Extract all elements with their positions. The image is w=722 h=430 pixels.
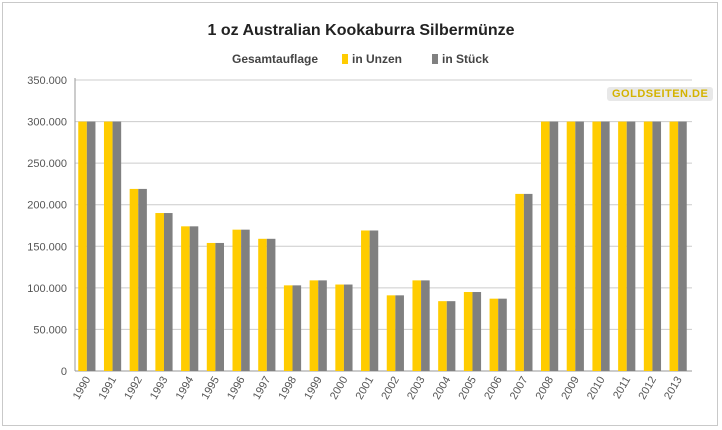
bar-unzen[interactable] [438,301,447,371]
bar-stueck[interactable] [241,229,250,371]
y-tick-label: 150.000 [27,241,67,253]
x-tick-label: 1995 [199,375,222,402]
bar-unzen[interactable] [103,121,113,371]
bar-stueck[interactable] [575,121,584,371]
bar-stueck[interactable] [292,285,302,371]
bar-unzen[interactable] [155,213,164,371]
bar-stueck[interactable] [138,188,147,371]
bar-stueck[interactable] [86,121,96,371]
bar-stueck[interactable] [215,242,224,371]
legend-label-stueck: in Stück [442,52,489,66]
x-tick-label: 2011 [611,375,633,401]
bar-unzen[interactable] [643,121,653,371]
x-tick-label: 2009 [559,375,582,402]
bar-unzen[interactable] [232,229,242,371]
x-tick-label: 1999 [302,375,325,402]
x-tick-label: 2008 [534,375,557,402]
y-tick-label: 300.000 [27,117,67,129]
bar-stueck[interactable] [266,238,276,371]
x-tick-label: 2010 [585,375,608,402]
bar-stueck[interactable] [343,284,353,371]
x-tick-label: 2007 [508,375,531,402]
x-tick-label: 2000 [328,375,351,402]
x-tick-label: 2002 [379,375,402,402]
legend-title-text: Gesamtauflage [232,52,319,66]
x-tick-label: 2012 [636,375,659,402]
bar-stueck[interactable] [395,295,404,371]
x-tick-label: 1997 [251,375,274,402]
bar-unzen[interactable] [206,242,216,371]
y-tick-label: 200.000 [27,200,67,212]
bar-stueck[interactable] [601,121,610,371]
y-tick-label: 250.000 [27,158,67,170]
bar-unzen[interactable] [463,292,473,371]
bar-stueck[interactable] [626,121,636,371]
bar-stueck[interactable] [421,280,430,371]
legend-swatch-stueck [432,54,438,64]
y-tick-label: 50.000 [33,324,67,336]
x-tick-label: 1991 [97,375,120,402]
bar-unzen[interactable] [515,193,524,371]
bar-unzen[interactable] [669,121,679,371]
legend-item-unzen[interactable]: in Unzen [342,52,402,66]
watermark-logo: GOLDSEITEN.DE [607,87,714,101]
bar-unzen[interactable] [386,295,396,371]
bar-unzen[interactable] [541,121,550,371]
x-tick-label: 2004 [431,375,454,402]
bar-unzen[interactable] [618,121,627,371]
bar-unzen[interactable] [181,226,190,371]
bar-unzen[interactable] [309,280,319,371]
x-tick-label: 1992 [122,375,145,402]
bar-stueck[interactable] [189,226,199,371]
x-tick-label: 1996 [225,375,248,402]
x-tick-label: 2006 [482,375,505,402]
bar-unzen[interactable] [129,188,139,371]
x-tick-label: 1998 [276,375,299,402]
bar-stueck[interactable] [318,280,327,371]
bar-stueck[interactable] [112,121,122,371]
bar-stueck[interactable] [369,230,379,371]
legend-label-unzen: in Unzen [352,52,402,66]
bar-stueck[interactable] [498,298,507,371]
bar-stueck[interactable] [163,213,173,371]
bar-stueck[interactable] [652,121,662,371]
y-tick-label: 350.000 [27,75,67,87]
bar-unzen[interactable] [489,298,499,371]
x-tick-label: 1993 [148,375,171,402]
legend-title: Gesamtauflage [232,52,318,66]
bar-unzen[interactable] [78,121,87,371]
bar-unzen[interactable] [361,230,370,371]
x-tick-label: 1994 [174,375,197,402]
bar-unzen[interactable] [335,284,344,371]
bar-stueck[interactable] [446,301,456,371]
bar-stueck[interactable] [523,193,533,371]
y-tick-label: 100.000 [27,283,67,295]
legend: Gesamtauflage in Unzen in Stück [0,52,722,68]
bar-stueck[interactable] [472,292,482,371]
bar-unzen[interactable] [566,121,576,371]
bar-stueck[interactable] [678,121,687,371]
x-tick-label: 2003 [405,375,428,402]
bar-unzen[interactable] [412,280,422,371]
x-tick-label: 1990 [71,375,94,402]
x-tick-label: 2013 [662,375,685,402]
legend-item-stueck[interactable]: in Stück [432,52,489,66]
bar-stueck[interactable] [549,121,559,371]
x-tick-label: 2005 [456,375,479,402]
bar-unzen[interactable] [283,285,293,371]
legend-swatch-unzen [342,54,348,64]
bar-unzen[interactable] [258,238,267,371]
chart-title: 1 oz Australian Kookaburra Silbermünze [207,22,515,39]
bar-unzen[interactable] [592,121,602,371]
y-tick-label: 0 [61,366,67,378]
x-tick-label: 2001 [354,375,377,402]
